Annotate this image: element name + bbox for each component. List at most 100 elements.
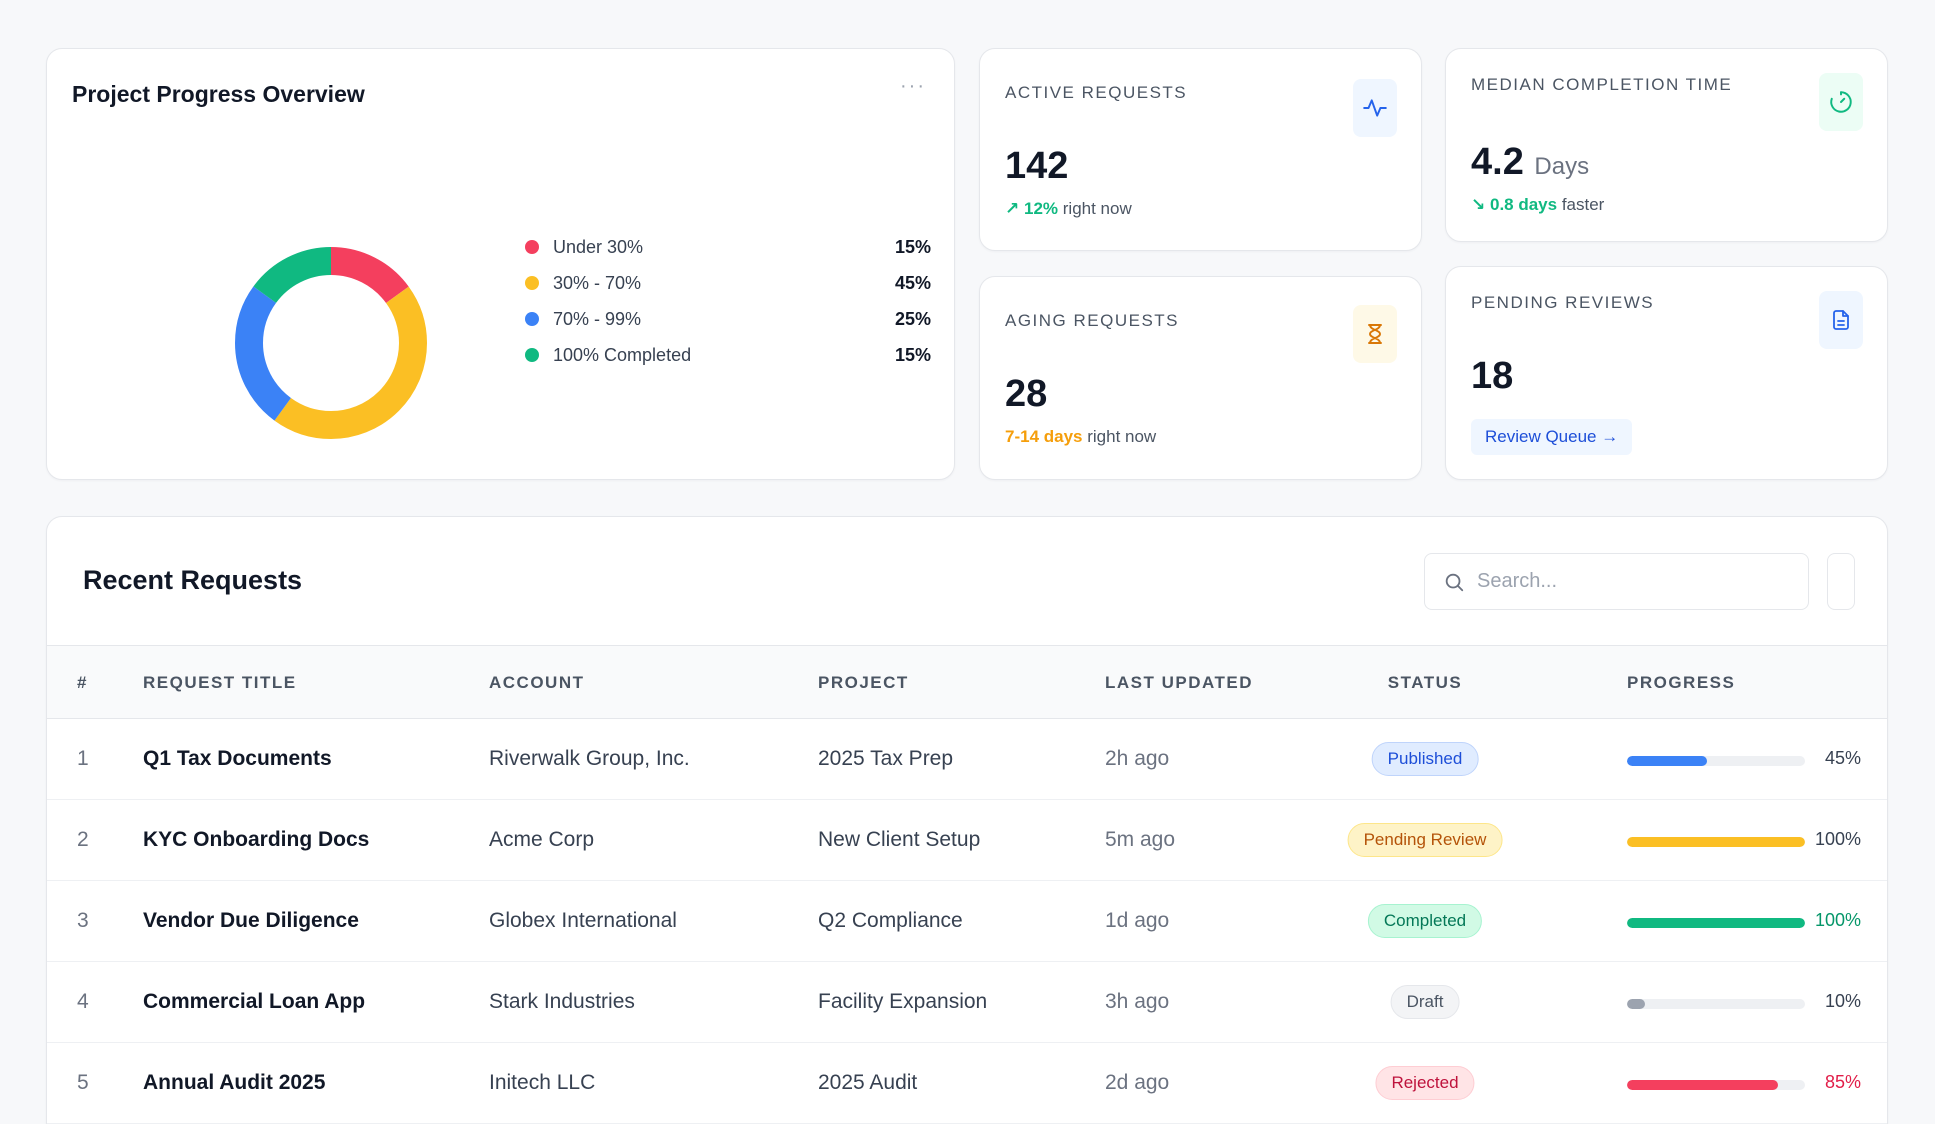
progress-bar <box>1627 918 1805 928</box>
request-title[interactable]: Annual Audit 2025 <box>143 1071 326 1094</box>
pending-reviews-card: PENDING REVIEWS 18 Review Queue → <box>1445 266 1888 480</box>
progress-percent: 10% <box>1824 991 1861 1011</box>
progress-bar <box>1627 837 1805 847</box>
document-icon <box>1819 291 1863 349</box>
legend-dot <box>525 348 539 362</box>
active-requests-label: ACTIVE REQUESTS <box>1005 83 1188 102</box>
trend-up-icon: ↗ <box>1005 199 1020 218</box>
aging-trend-suffix: right now <box>1087 427 1157 446</box>
column-header-number[interactable]: # <box>77 673 88 692</box>
last-updated: 3h ago <box>1105 990 1170 1013</box>
progress-percent: 45% <box>1824 748 1861 768</box>
legend-item: Under 30% 15% <box>525 229 931 265</box>
active-requests-trend: ↗ 12% right now <box>1005 199 1132 219</box>
pending-reviews-value: 18 <box>1471 355 1514 397</box>
status-badge: Draft <box>1390 985 1460 1019</box>
status-badge: Pending Review <box>1347 823 1503 857</box>
active-trend-value: 12% <box>1023 199 1059 218</box>
legend-dot <box>525 240 539 254</box>
project-name: New Client Setup <box>818 828 981 851</box>
table-row[interactable]: 2 KYC Onboarding Docs Acme Corp New Client … <box>47 800 1887 881</box>
progress-card-title: Project Progress Overview <box>72 81 365 107</box>
search-icon <box>1445 573 1464 591</box>
legend-item: 70% - 99% 25% <box>525 301 931 337</box>
column-header-progress[interactable]: PROGRESS <box>1627 673 1736 692</box>
last-updated: 2d ago <box>1105 1071 1170 1094</box>
table-row[interactable]: 1 Q1 Tax Documents Riverwalk Group, Inc. 20… <box>47 719 1887 800</box>
progress-bar-fill <box>1627 837 1805 847</box>
hourglass-icon <box>1353 305 1397 363</box>
project-name: 2025 Audit <box>818 1071 918 1094</box>
project-progress-card: Project Progress Overview ··· Under 30% 1… <box>46 48 955 480</box>
progress-bar <box>1627 1080 1805 1090</box>
progress-bar-fill <box>1627 918 1805 928</box>
legend-value: 15% <box>894 344 931 365</box>
project-name: Q2 Compliance <box>818 909 963 932</box>
account-name: Globex International <box>489 909 677 932</box>
search-box[interactable] <box>1424 553 1809 610</box>
column-header-project[interactable]: PROJECT <box>818 673 909 692</box>
progress-percent: 100% <box>1814 910 1861 930</box>
request-title[interactable]: Commercial Loan App <box>143 990 366 1013</box>
donut-segment-3 <box>235 247 427 439</box>
column-header-account[interactable]: ACCOUNT <box>489 673 585 692</box>
search-input[interactable] <box>1477 570 1797 593</box>
median-value-unit: Days <box>1534 153 1590 180</box>
progress-bar-fill <box>1627 999 1645 1009</box>
active-requests-card: ACTIVE REQUESTS 142 ↗ 12% right now <box>979 48 1422 251</box>
request-title[interactable]: Q1 Tax Documents <box>143 747 332 770</box>
last-updated: 1d ago <box>1105 909 1170 932</box>
account-name: Acme Corp <box>489 828 595 851</box>
request-title[interactable]: KYC Onboarding Docs <box>143 828 370 851</box>
aging-requests-trend: 7-14 days right now <box>1005 427 1156 447</box>
table-row[interactable]: 3 Vendor Due Diligence Globex Internationa… <box>47 881 1887 962</box>
legend-dot <box>525 276 539 290</box>
donut-segment-2 <box>235 247 427 439</box>
legend-item: 30% - 70% 45% <box>525 265 931 301</box>
legend-label: 70% - 99% <box>553 308 642 329</box>
last-updated: 2h ago <box>1105 747 1170 770</box>
status-badge: Rejected <box>1375 1066 1475 1100</box>
progress-legend: Under 30% 15% 30% - 70% 45% 70% - 99% 25% 100%… <box>525 229 931 373</box>
active-requests-value: 142 <box>1005 145 1069 187</box>
filter-button[interactable] <box>1827 553 1855 610</box>
row-number: 2 <box>77 828 89 851</box>
aging-requests-card: AGING REQUESTS 28 7-14 days right now <box>979 276 1422 480</box>
row-number: 1 <box>77 747 89 770</box>
median-trend-suffix: faster <box>1561 195 1605 214</box>
recent-requests-card: Recent Requests # REQUEST TITLE ACCOUNT … <box>46 516 1888 1124</box>
more-options-icon[interactable]: ··· <box>900 75 926 97</box>
last-updated: 5m ago <box>1105 828 1176 851</box>
legend-item: 100% Completed 15% <box>525 337 931 373</box>
row-number: 5 <box>77 1071 89 1094</box>
trend-down-icon: ↘ <box>1471 195 1486 214</box>
legend-label: Under 30% <box>553 236 644 257</box>
status-badge: Published <box>1371 742 1479 776</box>
legend-value: 45% <box>894 272 931 293</box>
account-name: Stark Industries <box>489 990 635 1013</box>
column-header-title[interactable]: REQUEST TITLE <box>143 673 297 692</box>
legend-label: 100% Completed <box>553 344 692 365</box>
request-title[interactable]: Vendor Due Diligence <box>143 909 359 932</box>
legend-value: 25% <box>894 308 931 329</box>
recent-requests-title: Recent Requests <box>83 565 303 595</box>
progress-percent: 100% <box>1814 829 1861 849</box>
activity-icon <box>1353 79 1397 137</box>
account-name: Riverwalk Group, Inc. <box>489 747 690 770</box>
median-completion-label: MEDIAN COMPLETION TIME <box>1471 75 1733 94</box>
progress-bar-fill <box>1627 756 1708 766</box>
table-row[interactable]: 4 Commercial Loan App Stark Industries Faci… <box>47 962 1887 1043</box>
project-name: 2025 Tax Prep <box>818 747 954 770</box>
status-badge: Completed <box>1367 904 1483 938</box>
pending-reviews-label: PENDING REVIEWS <box>1471 293 1655 312</box>
project-name: Facility Expansion <box>818 990 988 1013</box>
legend-label: 30% - 70% <box>553 272 642 293</box>
table-row[interactable]: 5 Annual Audit 2025 Initech LLC 2025 Audit 2… <box>47 1043 1887 1124</box>
progress-percent: 85% <box>1824 1072 1861 1092</box>
column-header-last-updated[interactable]: LAST UPDATED <box>1105 673 1254 692</box>
progress-donut-chart <box>235 247 427 439</box>
aging-requests-label: AGING REQUESTS <box>1005 311 1180 330</box>
column-header-status[interactable]: STATUS <box>1387 673 1463 692</box>
progress-bar-fill <box>1627 1080 1779 1090</box>
review-queue-button[interactable]: Review Queue → <box>1471 419 1633 455</box>
